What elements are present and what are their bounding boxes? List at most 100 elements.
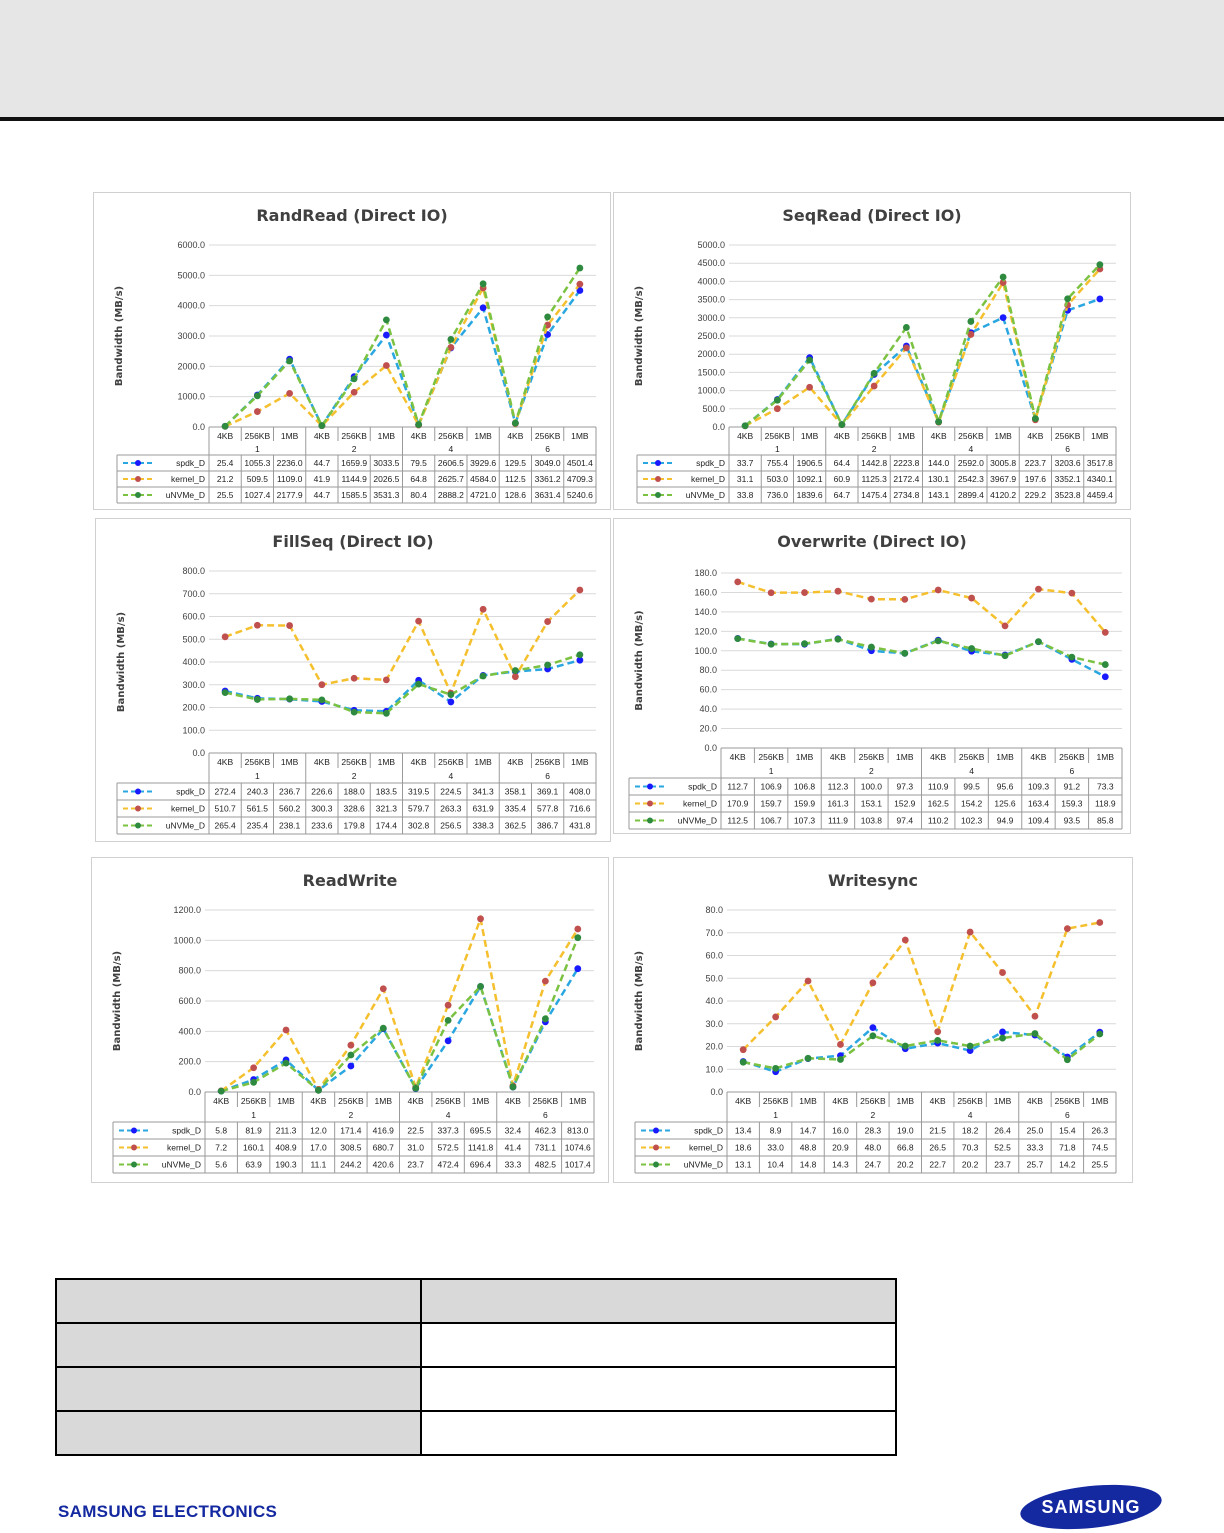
y-tick-label: 100.0 xyxy=(694,646,717,656)
x-group-label: 2 xyxy=(871,1110,876,1120)
data-label: 561.5 xyxy=(247,804,269,814)
x-category-label: 4KB xyxy=(930,752,946,762)
legend-series-name: spdk_D xyxy=(688,782,717,792)
data-label: 3033.5 xyxy=(373,458,399,468)
chart-title: Overwrite (Direct IO) xyxy=(777,532,966,551)
data-label: 110.2 xyxy=(928,816,949,826)
x-category-label: 1MB xyxy=(996,752,1014,762)
data-label: 1839.6 xyxy=(797,490,823,500)
data-label: 226.6 xyxy=(311,787,333,797)
data-label: 1055.3 xyxy=(244,458,270,468)
data-point-kernel_D xyxy=(767,589,775,597)
data-point-uNVMe_D xyxy=(739,1058,747,1066)
data-label: 106.7 xyxy=(760,816,782,826)
data-label: 112.5 xyxy=(727,816,748,826)
data-label: 3005.8 xyxy=(990,458,1016,468)
data-label: 224.5 xyxy=(440,787,462,797)
y-tick-label: 1200.0 xyxy=(173,905,201,915)
data-label: 60.9 xyxy=(834,474,851,484)
x-category-label: 4KB xyxy=(408,1096,424,1106)
x-group-label: 2 xyxy=(872,444,877,454)
data-label: 1125.3 xyxy=(861,474,887,484)
data-point-kernel_D xyxy=(1096,919,1104,926)
data-label: 33.3 xyxy=(505,1160,522,1170)
blank-table-cell xyxy=(55,1410,422,1456)
data-label: 2734.8 xyxy=(893,490,919,500)
data-label: 52.5 xyxy=(994,1143,1011,1153)
data-label: 25.7 xyxy=(1027,1160,1044,1170)
data-label: 560.2 xyxy=(279,804,301,814)
legend-series-name: uNVMe_D xyxy=(684,1160,723,1170)
data-label: 4721.0 xyxy=(470,490,496,500)
legend-series-name: kernel_D xyxy=(689,1143,723,1153)
y-tick-label: 4000.0 xyxy=(177,301,205,311)
data-point-uNVMe_D xyxy=(382,316,390,324)
legend-series-name: kernel_D xyxy=(171,474,205,484)
data-label: 25.0 xyxy=(1027,1126,1044,1136)
data-label: 33.7 xyxy=(737,458,754,468)
data-label: 22.5 xyxy=(407,1126,424,1136)
data-point-kernel_D xyxy=(934,1028,942,1036)
data-point-uNVMe_D xyxy=(444,1016,452,1024)
data-point-kernel_D xyxy=(1063,925,1071,933)
x-category-label: 1MB xyxy=(796,752,814,762)
data-point-uNVMe_D xyxy=(867,643,875,651)
data-point-uNVMe_D xyxy=(967,318,975,325)
data-label: 509.5 xyxy=(247,474,269,484)
data-point-uNVMe_D xyxy=(804,1054,812,1062)
chart-panel-seqread: SeqRead (Direct IO) Bandwidth (MB/s) 0.0 50… xyxy=(613,192,1131,510)
data-point-kernel_D xyxy=(286,622,294,629)
data-label: 3352.1 xyxy=(1055,474,1081,484)
data-label: 171.4 xyxy=(340,1126,362,1136)
data-label: 23.7 xyxy=(994,1160,1011,1170)
y-tick-label: 0.0 xyxy=(192,748,205,758)
y-tick-label: 1500.0 xyxy=(697,367,725,377)
data-point-kernel_D xyxy=(968,594,976,602)
data-point-kernel_D xyxy=(318,681,326,689)
data-label: 163.4 xyxy=(1028,799,1050,809)
x-category-label: 4KB xyxy=(830,752,846,762)
data-label: 716.6 xyxy=(569,804,591,814)
data-label: 102.3 xyxy=(961,816,983,826)
x-group-label: 6 xyxy=(1065,444,1070,454)
data-point-kernel_D xyxy=(541,977,549,985)
data-point-uNVMe_D xyxy=(901,649,909,657)
y-tick-label: 500.0 xyxy=(702,404,725,414)
chart-fillseq: FillSeq (Direct IO) Bandwidth (MB/s) 0.0 10… xyxy=(116,532,597,835)
x-category-label: 1MB xyxy=(799,1096,817,1106)
data-label: 24.7 xyxy=(865,1160,882,1170)
data-label: 229.2 xyxy=(1025,490,1047,500)
data-label: 1074.6 xyxy=(565,1143,591,1153)
data-point-kernel_D xyxy=(806,383,814,391)
x-category-label: 1MB xyxy=(378,431,396,441)
data-point-kernel_D xyxy=(870,382,878,390)
data-label: 7.2 xyxy=(215,1143,227,1153)
data-point-kernel_D xyxy=(867,595,875,603)
x-category-label: 1MB xyxy=(1091,1096,1109,1106)
data-point-kernel_D xyxy=(869,979,877,987)
data-point-uNVMe_D xyxy=(511,667,519,674)
data-label: 358.1 xyxy=(505,787,527,797)
data-point-uNVMe_D xyxy=(966,1042,974,1050)
data-label: 26.4 xyxy=(994,1126,1011,1136)
data-point-uNVMe_D xyxy=(544,313,552,321)
y-tick-label: 100.0 xyxy=(182,725,205,735)
data-label: 2172.4 xyxy=(893,474,919,484)
data-point-kernel_D xyxy=(282,1026,290,1034)
data-label: 3523.8 xyxy=(1055,490,1081,500)
x-group-label: 4 xyxy=(968,1110,973,1120)
data-label: 2223.8 xyxy=(893,458,919,468)
data-label: 416.9 xyxy=(373,1126,395,1136)
data-label: 125.6 xyxy=(994,799,1016,809)
data-point-uNVMe_D xyxy=(541,1015,549,1023)
data-label: 3361.2 xyxy=(535,474,561,484)
y-tick-label: 20.0 xyxy=(705,1042,723,1052)
data-point-kernel_D xyxy=(837,1041,844,1048)
data-point-uNVMe_D xyxy=(1001,652,1009,660)
x-category-label: 4KB xyxy=(411,757,427,767)
data-label: 2606.5 xyxy=(438,458,464,468)
data-point-kernel_D xyxy=(415,617,423,625)
series-line-kernel_D xyxy=(744,268,1101,427)
data-point-kernel_D xyxy=(1001,622,1009,630)
data-point-uNVMe_D xyxy=(447,335,455,343)
